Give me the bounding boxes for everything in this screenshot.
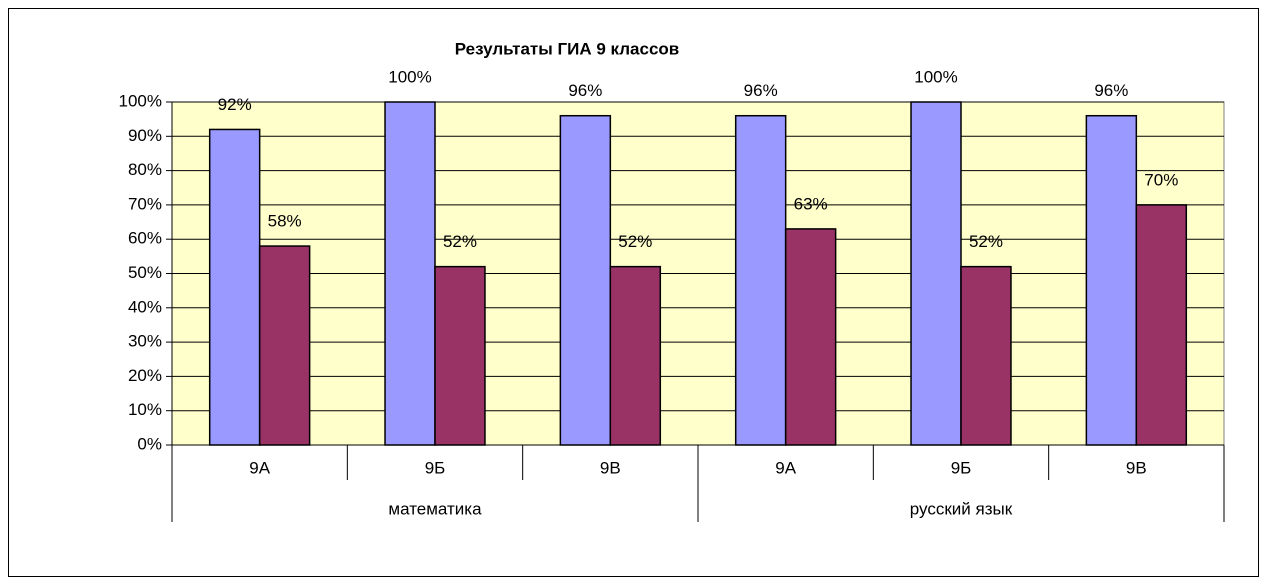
group-label: русский язык	[910, 499, 1013, 518]
bar	[910, 101, 962, 446]
y-tick-label: 80%	[128, 160, 162, 179]
bar	[559, 114, 612, 446]
bar	[208, 128, 261, 446]
group-label: математика	[388, 499, 482, 518]
x-tick-label: 9А	[775, 458, 796, 477]
x-tick-label: 9Б	[951, 458, 972, 477]
data-label: 52%	[969, 232, 1003, 251]
bar	[258, 245, 311, 446]
data-label: 58%	[268, 212, 302, 231]
chart-title: Результаты ГИА 9 классов	[455, 39, 679, 58]
bar	[734, 114, 787, 446]
data-label: 63%	[794, 194, 828, 213]
x-tick-label: 9Б	[425, 458, 446, 477]
bar	[784, 228, 837, 446]
y-tick-label: 60%	[128, 229, 162, 248]
bar	[960, 265, 1012, 446]
y-tick-label: 90%	[128, 126, 162, 145]
data-label: 96%	[744, 81, 778, 100]
data-label: 70%	[1144, 170, 1178, 189]
bar	[384, 101, 436, 446]
data-label: 96%	[1094, 81, 1128, 100]
y-tick-label: 10%	[128, 400, 162, 419]
data-label: 52%	[443, 232, 477, 251]
y-tick-label: 50%	[128, 263, 162, 282]
data-label: 96%	[568, 81, 602, 100]
data-label: 92%	[218, 95, 252, 114]
y-tick-label: 0%	[137, 434, 162, 453]
x-tick-label: 9В	[1126, 458, 1147, 477]
y-tick-label: 40%	[128, 297, 162, 316]
y-tick-label: 30%	[128, 332, 162, 351]
bar	[1085, 114, 1138, 446]
data-label: 52%	[618, 232, 652, 251]
x-tick-label: 9А	[249, 458, 270, 477]
bar	[1135, 204, 1188, 446]
y-tick-label: 100%	[119, 91, 162, 110]
bar	[609, 265, 662, 446]
bar	[434, 265, 486, 446]
y-tick-label: 70%	[128, 194, 162, 213]
x-tick-label: 9В	[600, 458, 621, 477]
y-tick-label: 20%	[128, 366, 162, 385]
data-label: 100%	[388, 67, 431, 86]
data-label: 100%	[914, 67, 957, 86]
